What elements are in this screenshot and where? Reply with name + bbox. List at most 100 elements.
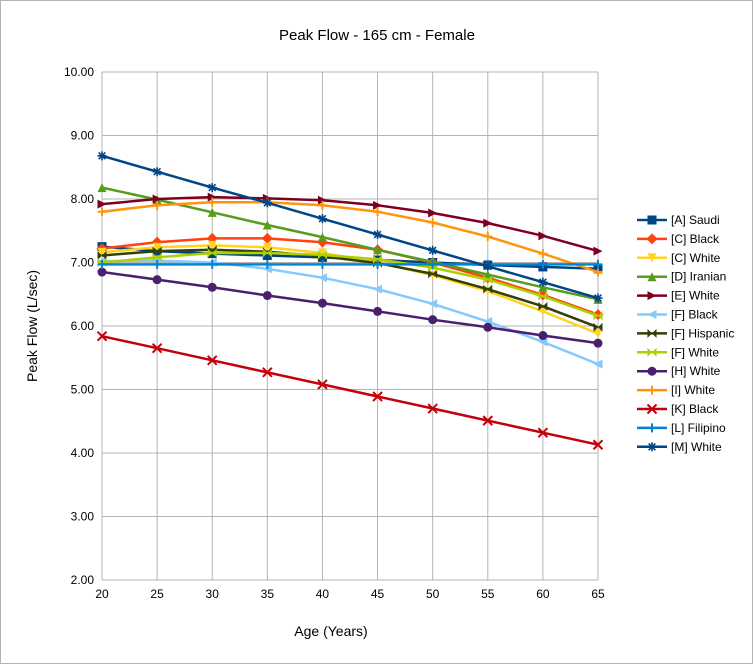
- data-point: [207, 192, 217, 202]
- x-tick-label: 55: [481, 587, 495, 601]
- legend-swatch-marker: [647, 272, 657, 282]
- y-tick-label: 7.00: [71, 256, 95, 270]
- data-point: [97, 207, 107, 217]
- y-tick-label: 2.00: [71, 573, 95, 587]
- data-point: [483, 275, 493, 285]
- data-point: [151, 343, 163, 354]
- data-point: [97, 259, 107, 269]
- data-point: [207, 248, 217, 258]
- data-point: [592, 439, 604, 450]
- x-axis-ticks: 20 25 30 35 40 45 50 55 60 65: [95, 587, 605, 601]
- data-point: [97, 247, 107, 257]
- data-point: [317, 298, 327, 308]
- data-point: [207, 240, 217, 250]
- data-point: [428, 208, 438, 218]
- data-point: [593, 293, 603, 303]
- data-point: [483, 322, 493, 332]
- data-point: [262, 291, 272, 301]
- data-point: [262, 251, 272, 261]
- legend-item: [D] Iranian: [637, 270, 726, 284]
- x-axis-title: Age (Years): [294, 623, 367, 639]
- data-point: [317, 200, 327, 210]
- legend-item: [M] White: [637, 440, 722, 454]
- y-tick-label: 5.00: [71, 383, 95, 397]
- data-point: [262, 242, 272, 252]
- data-point: [537, 427, 549, 438]
- data-point: [538, 337, 548, 347]
- data-point: [152, 194, 162, 204]
- legend-label: [C] White: [671, 251, 721, 265]
- data-point: [427, 403, 438, 414]
- legend-label: [E] White: [671, 289, 720, 303]
- data-point: [317, 379, 328, 390]
- data-point: [317, 214, 327, 224]
- data-point: [593, 246, 603, 256]
- data-point: [97, 151, 107, 161]
- data-point: [482, 415, 493, 426]
- data-point: [538, 231, 548, 241]
- legend-label: [K] Black: [671, 402, 719, 416]
- series-line: [101, 334, 599, 446]
- data-point: [152, 252, 162, 262]
- data-point: [428, 259, 438, 269]
- x-tick-label: 30: [206, 587, 220, 601]
- data-point: [207, 183, 217, 193]
- legend-swatch-marker: [647, 310, 657, 319]
- data-point: [593, 259, 603, 269]
- data-point: [262, 220, 272, 230]
- x-tick-label: 50: [426, 587, 440, 601]
- series-line: [101, 200, 599, 274]
- legend-item: [F] Hispanic: [637, 326, 734, 340]
- data-point: [317, 195, 327, 205]
- legend-label: [I] White: [671, 383, 715, 397]
- data-point: [428, 315, 438, 325]
- legend-item: [C] Black: [637, 232, 720, 246]
- legend-label: [A] Saudi: [671, 213, 720, 227]
- data-point: [317, 232, 327, 242]
- y-tick-label: 4.00: [71, 446, 95, 460]
- series-4: [97, 192, 603, 256]
- x-tick-label: 35: [261, 587, 275, 601]
- data-point: [593, 311, 603, 321]
- legend-label: [F] Black: [671, 308, 719, 322]
- data-point: [428, 217, 438, 227]
- data-point: [593, 338, 603, 348]
- legend-swatch-marker: [647, 328, 657, 338]
- legend-swatch-marker: [646, 233, 658, 245]
- grid-lines: [101, 71, 599, 581]
- data-point: [483, 270, 493, 280]
- legend-item: [K] Black: [637, 402, 719, 416]
- data-point: [428, 299, 438, 309]
- data-point: [97, 183, 107, 193]
- data-point: [97, 251, 107, 261]
- data-point: [207, 282, 217, 292]
- series-11: [97, 259, 603, 269]
- legend-swatch-marker: [647, 347, 657, 357]
- data-point: [152, 167, 162, 177]
- data-point: [97, 267, 107, 277]
- data-point: [538, 291, 548, 301]
- data-point: [373, 207, 383, 217]
- data-point: [152, 275, 162, 285]
- data-point: [207, 207, 217, 217]
- series-line: [101, 270, 599, 345]
- legend-swatch-marker: [647, 442, 657, 452]
- data-point: [373, 245, 383, 255]
- y-axis-title: Peak Flow (L/sec): [24, 270, 40, 382]
- data-point: [538, 277, 548, 287]
- data-point: [96, 330, 108, 342]
- legend-item: [L] Filipino: [637, 421, 726, 435]
- data-point: [317, 250, 327, 260]
- data-point: [262, 247, 272, 257]
- data-point: [97, 199, 107, 209]
- legend-item: [F] Black: [637, 308, 719, 322]
- data-point: [538, 259, 548, 269]
- legend-label: [F] Hispanic: [671, 326, 734, 340]
- legend-swatch-marker: [647, 253, 657, 263]
- legend-label: [M] White: [671, 440, 722, 454]
- series-8: [97, 267, 603, 348]
- data-point: [373, 306, 383, 316]
- data-point: [152, 259, 162, 269]
- plot-series: [96, 151, 604, 450]
